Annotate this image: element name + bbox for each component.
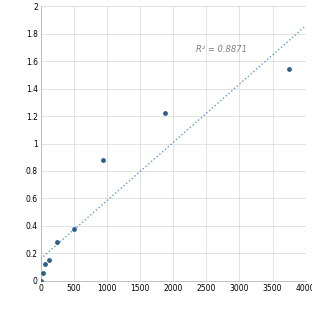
Point — [162, 111, 167, 116]
Point — [55, 240, 60, 245]
Text: R² = 0.8871: R² = 0.8871 — [196, 45, 247, 54]
Point — [71, 226, 76, 231]
Point — [40, 271, 45, 276]
Point — [287, 67, 292, 72]
Point — [100, 158, 105, 163]
Point — [46, 258, 51, 263]
Point — [42, 262, 47, 267]
Point — [38, 278, 43, 283]
